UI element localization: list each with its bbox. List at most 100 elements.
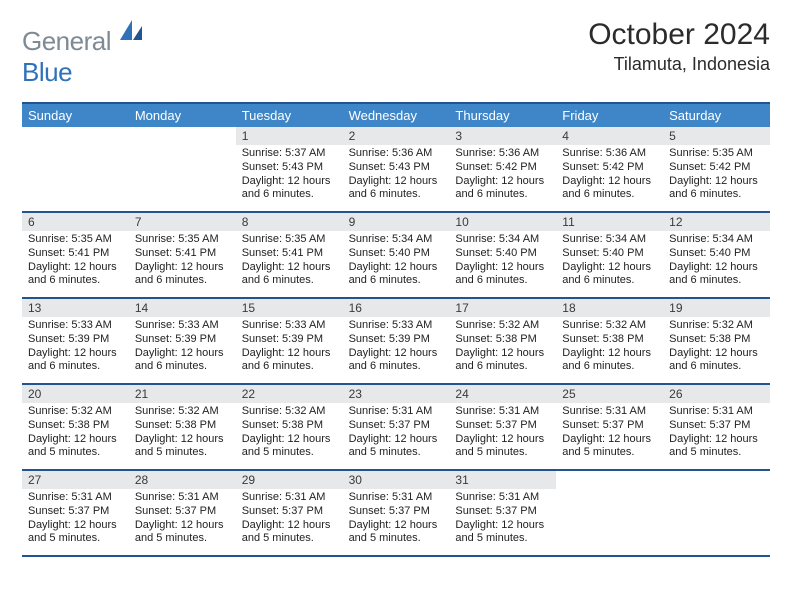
detail-line: and 5 minutes. [242,446,337,460]
day-details: Sunrise: 5:36 AMSunset: 5:43 PMDaylight:… [343,145,450,206]
detail-line: Daylight: 12 hours [28,433,123,447]
day-number: 22 [236,385,343,403]
day-cell: 16Sunrise: 5:33 AMSunset: 5:39 PMDayligh… [343,299,450,383]
detail-line: Sunset: 5:38 PM [28,419,123,433]
detail-line: Sunrise: 5:32 AM [28,405,123,419]
detail-line: Daylight: 12 hours [135,433,230,447]
day-details: Sunrise: 5:31 AMSunset: 5:37 PMDaylight:… [129,489,236,550]
detail-line: Sunrise: 5:32 AM [562,319,657,333]
day-number: 12 [663,213,770,231]
detail-line: Sunrise: 5:37 AM [242,147,337,161]
day-number: 8 [236,213,343,231]
day-cell: 18Sunrise: 5:32 AMSunset: 5:38 PMDayligh… [556,299,663,383]
detail-line: Daylight: 12 hours [135,261,230,275]
day-cell [22,127,129,211]
detail-line: Sunset: 5:38 PM [562,333,657,347]
detail-line: and 5 minutes. [135,446,230,460]
day-details: Sunrise: 5:34 AMSunset: 5:40 PMDaylight:… [343,231,450,292]
detail-line: Sunrise: 5:33 AM [28,319,123,333]
day-number: 25 [556,385,663,403]
location-label: Tilamuta, Indonesia [588,54,770,75]
detail-line: Daylight: 12 hours [242,519,337,533]
day-details: Sunrise: 5:35 AMSunset: 5:41 PMDaylight:… [129,231,236,292]
title-block: October 2024 Tilamuta, Indonesia [588,18,770,75]
day-details: Sunrise: 5:33 AMSunset: 5:39 PMDaylight:… [129,317,236,378]
day-details: Sunrise: 5:35 AMSunset: 5:41 PMDaylight:… [236,231,343,292]
day-details: Sunrise: 5:33 AMSunset: 5:39 PMDaylight:… [343,317,450,378]
calendar-grid: SundayMondayTuesdayWednesdayThursdayFrid… [22,102,770,557]
detail-line: Daylight: 12 hours [349,261,444,275]
week-row: 27Sunrise: 5:31 AMSunset: 5:37 PMDayligh… [22,471,770,557]
day-details [556,475,663,481]
detail-line: Sunrise: 5:35 AM [135,233,230,247]
weeks-container: 1Sunrise: 5:37 AMSunset: 5:43 PMDaylight… [22,127,770,557]
detail-line: Sunrise: 5:34 AM [455,233,550,247]
day-cell: 6Sunrise: 5:35 AMSunset: 5:41 PMDaylight… [22,213,129,297]
detail-line: Sunrise: 5:34 AM [669,233,764,247]
day-number: 2 [343,127,450,145]
detail-line: Sunrise: 5:31 AM [349,491,444,505]
detail-line: Sunrise: 5:32 AM [135,405,230,419]
detail-line: Sunset: 5:40 PM [669,247,764,261]
day-number: 11 [556,213,663,231]
detail-line: Sunset: 5:37 PM [135,505,230,519]
day-cell: 11Sunrise: 5:34 AMSunset: 5:40 PMDayligh… [556,213,663,297]
page-header: General Blue October 2024 Tilamuta, Indo… [22,18,770,88]
day-cell: 2Sunrise: 5:36 AMSunset: 5:43 PMDaylight… [343,127,450,211]
detail-line: Sunrise: 5:31 AM [28,491,123,505]
day-cell: 28Sunrise: 5:31 AMSunset: 5:37 PMDayligh… [129,471,236,555]
detail-line: Sunrise: 5:33 AM [349,319,444,333]
detail-line: and 6 minutes. [455,274,550,288]
weekday-label: Tuesday [236,104,343,127]
detail-line: and 6 minutes. [242,188,337,202]
detail-line: Sunrise: 5:36 AM [455,147,550,161]
day-details: Sunrise: 5:32 AMSunset: 5:38 PMDaylight:… [129,403,236,464]
detail-line: Sunset: 5:39 PM [242,333,337,347]
day-details: Sunrise: 5:31 AMSunset: 5:37 PMDaylight:… [343,489,450,550]
detail-line: and 5 minutes. [242,532,337,546]
day-cell: 22Sunrise: 5:32 AMSunset: 5:38 PMDayligh… [236,385,343,469]
logo-sail-icon [118,18,144,44]
detail-line: Sunrise: 5:31 AM [349,405,444,419]
day-cell: 7Sunrise: 5:35 AMSunset: 5:41 PMDaylight… [129,213,236,297]
day-details: Sunrise: 5:31 AMSunset: 5:37 PMDaylight:… [663,403,770,464]
detail-line: and 6 minutes. [28,360,123,374]
detail-line: Sunset: 5:39 PM [28,333,123,347]
day-cell: 23Sunrise: 5:31 AMSunset: 5:37 PMDayligh… [343,385,450,469]
detail-line: Sunrise: 5:31 AM [669,405,764,419]
detail-line: Daylight: 12 hours [135,519,230,533]
detail-line: and 6 minutes. [562,360,657,374]
detail-line: Daylight: 12 hours [349,519,444,533]
detail-line: Sunrise: 5:31 AM [455,405,550,419]
day-details: Sunrise: 5:31 AMSunset: 5:37 PMDaylight:… [236,489,343,550]
detail-line: Sunset: 5:39 PM [349,333,444,347]
detail-line: Daylight: 12 hours [669,433,764,447]
day-number: 4 [556,127,663,145]
detail-line: Sunset: 5:37 PM [455,505,550,519]
day-details: Sunrise: 5:35 AMSunset: 5:41 PMDaylight:… [22,231,129,292]
day-cell [129,127,236,211]
day-cell: 10Sunrise: 5:34 AMSunset: 5:40 PMDayligh… [449,213,556,297]
detail-line: and 5 minutes. [135,532,230,546]
brand-part2: Blue [22,57,72,87]
day-details: Sunrise: 5:34 AMSunset: 5:40 PMDaylight:… [449,231,556,292]
day-number: 7 [129,213,236,231]
detail-line: Sunrise: 5:34 AM [349,233,444,247]
week-row: 13Sunrise: 5:33 AMSunset: 5:39 PMDayligh… [22,299,770,385]
detail-line: and 6 minutes. [349,274,444,288]
detail-line: Daylight: 12 hours [349,347,444,361]
day-number: 5 [663,127,770,145]
detail-line: Daylight: 12 hours [669,347,764,361]
day-number: 15 [236,299,343,317]
weekday-label: Thursday [449,104,556,127]
day-cell: 21Sunrise: 5:32 AMSunset: 5:38 PMDayligh… [129,385,236,469]
detail-line: Sunrise: 5:32 AM [455,319,550,333]
detail-line: and 6 minutes. [28,274,123,288]
week-row: 6Sunrise: 5:35 AMSunset: 5:41 PMDaylight… [22,213,770,299]
day-details: Sunrise: 5:34 AMSunset: 5:40 PMDaylight:… [663,231,770,292]
detail-line: Sunset: 5:40 PM [455,247,550,261]
day-details: Sunrise: 5:32 AMSunset: 5:38 PMDaylight:… [556,317,663,378]
day-number: 10 [449,213,556,231]
detail-line: and 5 minutes. [28,532,123,546]
detail-line: Sunset: 5:37 PM [562,419,657,433]
